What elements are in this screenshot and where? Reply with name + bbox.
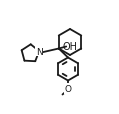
Text: O: O	[64, 84, 72, 93]
Text: OH: OH	[62, 41, 77, 51]
Text: N: N	[36, 47, 42, 56]
